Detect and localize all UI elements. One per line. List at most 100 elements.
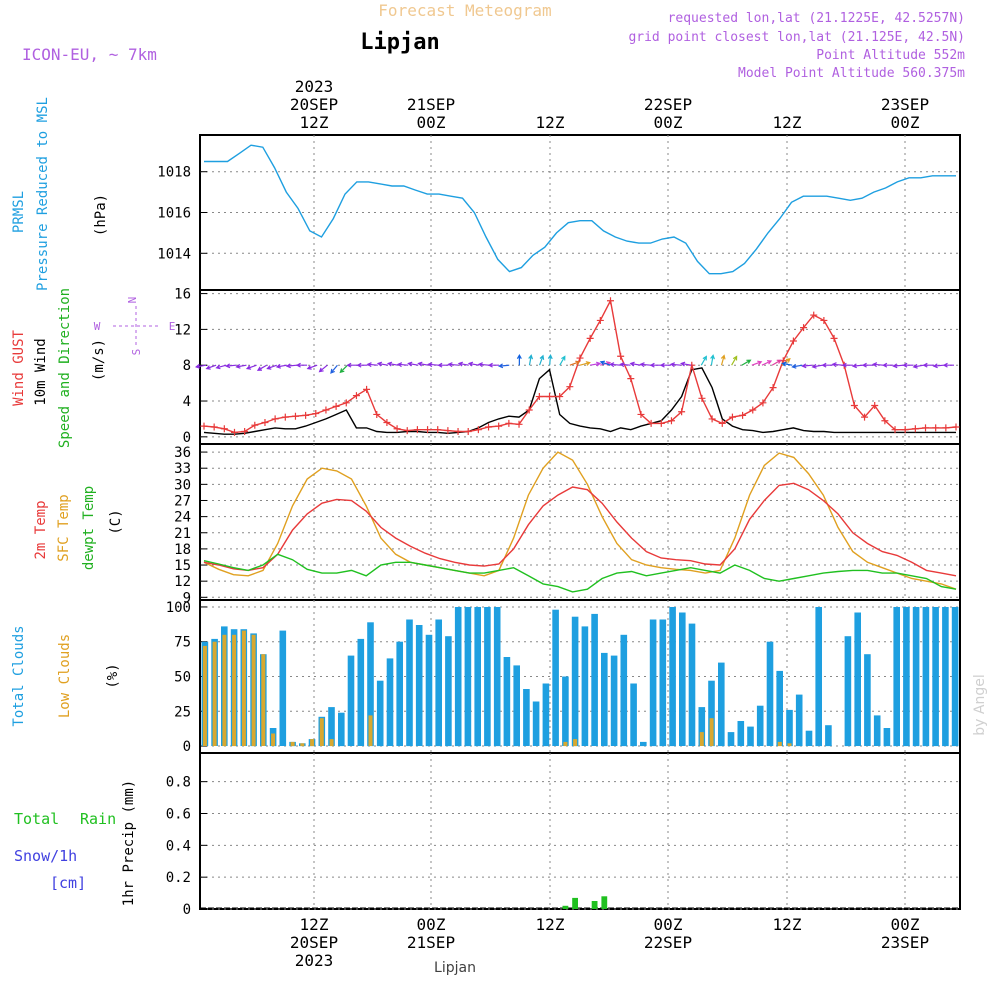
top-hour-label: 12Z [536, 113, 565, 132]
y-tick-label: 8 [183, 358, 191, 374]
wind-direction-arrow [318, 364, 328, 373]
wind-direction-arrow [256, 364, 267, 371]
total-cloud-bar [406, 619, 413, 747]
panel-clouds: 0 25 50 75 100 [166, 599, 961, 755]
gust-marker [789, 337, 797, 345]
wind-direction-arrow [295, 362, 308, 368]
total-cloud-bar [718, 662, 725, 747]
wind-direction-arrow [528, 354, 534, 366]
low-cloud-bar [290, 741, 295, 747]
watermark: by Angel [972, 674, 988, 735]
wind-direction-arrow [841, 362, 853, 368]
y-tick-label: 0 [183, 902, 191, 918]
wind-direction-arrow [599, 360, 611, 366]
gust-marker [434, 426, 442, 434]
low-clouds-label: Low Clouds [57, 634, 73, 718]
wind-direction-arrow [771, 359, 782, 366]
y-tick-label: 33 [174, 461, 191, 477]
temp-sfc-line [203, 451, 957, 590]
gust-marker [220, 425, 228, 433]
gust-marker [759, 399, 767, 407]
total-cloud-bar [942, 607, 949, 747]
gust-marker [922, 424, 930, 432]
wind-gust-label: Wind GUST [11, 330, 27, 406]
y-tick-label: 100 [166, 600, 191, 616]
gust-marker [871, 402, 879, 409]
wind-direction-arrow [892, 363, 904, 369]
wind-direction-arrow [427, 362, 439, 368]
gust-marker [363, 385, 371, 393]
gust-marker [413, 426, 421, 434]
gust-marker [454, 427, 462, 435]
wind-direction-arrow [477, 362, 490, 368]
low-cloud-bar [232, 634, 237, 747]
gust-marker [810, 311, 818, 319]
low-cloud-bar [368, 715, 373, 746]
prmsl-label: PRMSL [11, 191, 27, 233]
footer-location: Lipjan [434, 960, 476, 976]
total-cloud-bar [454, 607, 462, 747]
gust-marker [749, 406, 757, 414]
temp-dewpt-line [203, 553, 957, 593]
wind-direction-arrow [922, 362, 934, 368]
y-tick-label: 12 [174, 574, 191, 590]
gust-marker [556, 393, 564, 401]
gust-marker [291, 412, 299, 420]
meteogram-title: Forecast Meteogram [378, 1, 551, 20]
low-cloud-bar [310, 739, 315, 747]
gust-marker [952, 423, 960, 431]
total-cloud-bar [893, 607, 900, 747]
wind-direction-arrow [386, 361, 399, 367]
temp-2m-label: 2m Temp [33, 500, 49, 559]
wind-direction-arrow [831, 362, 843, 368]
bottom-date-label: 23SEP [881, 933, 929, 952]
gust-marker [464, 427, 472, 435]
total-cloud-bar [747, 726, 754, 747]
gust-marker [728, 413, 736, 421]
total-clouds-label: Total Clouds [11, 625, 27, 726]
wind-direction-arrow [417, 361, 429, 367]
gust-marker [332, 402, 340, 410]
total-cloud-bar [562, 676, 569, 746]
low-cloud-bar [202, 645, 207, 746]
wind-direction-arrow [942, 362, 955, 368]
bottom-hour-label: 12Z [773, 915, 802, 934]
total-cloud-bar [679, 612, 686, 746]
panel-wind: 0 4 8 12 16 [174, 287, 961, 446]
top-hour-label: 00Z [654, 113, 683, 132]
low-cloud-bar [241, 630, 246, 746]
total-cloud-bar [464, 607, 472, 747]
total-cloud-bar [864, 654, 871, 746]
gust-marker [535, 393, 543, 401]
gust-marker [718, 419, 726, 427]
wind-direction-arrow [330, 364, 338, 374]
rain-label: Rain [80, 810, 116, 828]
total-cloud-bar [640, 741, 647, 747]
top-date-label: 22SEP [644, 95, 692, 114]
gust-marker [861, 413, 869, 421]
temp-sfc-label: SFC Temp [56, 494, 72, 561]
wind-speed-dir-label: Speed and Direction [57, 288, 73, 448]
low-cloud-bar [709, 718, 714, 746]
gust-marker [230, 428, 238, 436]
wind-direction-arrow [761, 360, 773, 366]
total-cloud-bar [503, 657, 511, 746]
wind-direction-arrow [559, 355, 566, 366]
gust-marker [403, 427, 411, 435]
gust-marker [525, 406, 533, 414]
wind-direction-arrow [346, 362, 358, 368]
y-tick-label: 36 [174, 445, 191, 461]
gust-marker [708, 415, 716, 423]
total-cloud-bar [415, 625, 423, 746]
precip-labels: Total Rain Snow/1h [cm] 1hr Precip (mm) [14, 780, 137, 906]
wind-10m-label: 10m Wind [33, 338, 49, 405]
gust-marker [637, 410, 645, 418]
total-cloud-bar [474, 607, 481, 747]
temp-2m-line [203, 482, 957, 577]
bottom-hour-label: 00Z [654, 915, 683, 934]
wind-direction-arrow [932, 363, 944, 369]
pressure-unit: (hPa) [93, 194, 109, 236]
rain-bar [591, 901, 598, 909]
point-altitude: Point Altitude 552m [816, 48, 965, 63]
